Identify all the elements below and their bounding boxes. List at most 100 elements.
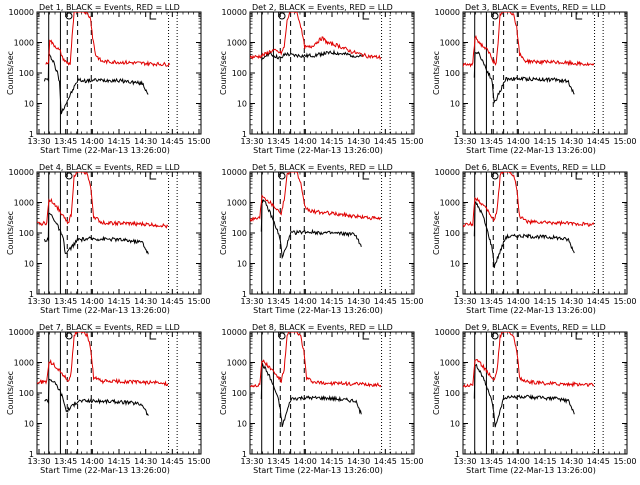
- y-axis-label: Counts/sec: [6, 211, 15, 255]
- lld-series-line: [463, 12, 595, 68]
- det-panel-5: Det 5, BLACK = Events, RED = LLD 1 10 100 10…: [219, 163, 424, 315]
- x-tick-label: 14:30: [347, 137, 370, 146]
- x-tick-label: 13:45: [480, 137, 503, 146]
- x-tick-label: 13:30: [453, 137, 476, 146]
- y-tick-label: 10: [24, 260, 34, 269]
- plot-area: [250, 172, 391, 294]
- y-tick-label: 1: [29, 130, 34, 139]
- x-tick-label: 13:30: [27, 457, 50, 466]
- x-tick-label: 13:30: [240, 457, 263, 466]
- bracket-marker: [149, 172, 157, 180]
- x-tick-label: 14:15: [320, 297, 343, 306]
- det-panel-2: Det 2, BLACK = Events, RED = LLD 1 10 100 10…: [219, 3, 424, 155]
- peak-circle-marker: [65, 172, 73, 180]
- y-tick-label: 1000: [440, 39, 460, 48]
- x-axis-label: Start Time (22-Mar-13 13:26:00): [253, 466, 383, 475]
- y-axis-label: Counts/sec: [219, 371, 228, 415]
- x-tick-label: 13:45: [54, 297, 77, 306]
- x-axis-label: Start Time (22-Mar-13 13:26:00): [40, 306, 170, 315]
- y-tick-label: 1000: [440, 199, 460, 208]
- x-tick-label: 13:45: [480, 297, 503, 306]
- x-tick-label: 14:30: [560, 457, 583, 466]
- peak-circle-marker: [278, 12, 286, 20]
- x-tick-label: 14:45: [374, 457, 397, 466]
- x-tick-label: 14:15: [107, 137, 130, 146]
- x-axis-label: Start Time (22-Mar-13 13:26:00): [253, 146, 383, 155]
- x-tick-label: 13:30: [27, 297, 50, 306]
- x-tick-label: 14:15: [320, 137, 343, 146]
- x-tick-label: 14:45: [161, 457, 184, 466]
- plot-frame: [249, 11, 415, 135]
- y-axis-label: Counts/sec: [219, 211, 228, 255]
- y-tick-label: 1: [29, 290, 34, 299]
- peak-circle-marker: [65, 332, 73, 340]
- bracket-marker: [149, 332, 157, 340]
- events-series-line: [260, 199, 362, 260]
- x-tick-label: 14:15: [107, 457, 130, 466]
- y-tick-label: 10000: [222, 168, 247, 177]
- y-tick-label: 10: [450, 260, 460, 269]
- x-tick-label: 14:00: [294, 137, 317, 146]
- x-tick-label: 14:15: [320, 457, 343, 466]
- plot-area: [463, 172, 604, 294]
- y-tick-label: 10: [237, 100, 247, 109]
- x-tick-label: 13:45: [267, 457, 290, 466]
- y-tick-label: 10000: [9, 328, 34, 337]
- y-tick-label: 10: [450, 420, 460, 429]
- y-tick-label: 1: [242, 290, 247, 299]
- x-tick-label: 14:00: [81, 137, 104, 146]
- peak-circle-marker: [278, 332, 286, 340]
- x-tick-label: 15:00: [187, 457, 210, 466]
- y-axis-label: Counts/sec: [219, 51, 228, 95]
- plot-area: [37, 172, 178, 294]
- x-tick-label: 13:45: [267, 137, 290, 146]
- x-tick-label: 14:00: [294, 297, 317, 306]
- panel-title: Det 1, BLACK = Events, RED = LLD: [39, 3, 180, 12]
- x-tick-label: 14:15: [533, 297, 556, 306]
- plot-area: [37, 332, 178, 454]
- det-panel-4: Det 4, BLACK = Events, RED = LLD 1 10 100 10…: [6, 163, 211, 315]
- peak-circle-marker: [491, 12, 499, 20]
- x-tick-label: 14:45: [161, 137, 184, 146]
- bracket-marker: [575, 332, 583, 340]
- plot-area: [463, 332, 604, 454]
- x-tick-label: 14:30: [347, 457, 370, 466]
- y-tick-label: 1: [242, 450, 247, 459]
- y-axis-label: Counts/sec: [6, 51, 15, 95]
- x-tick-label: 14:15: [533, 457, 556, 466]
- det-panel-3: Det 3, BLACK = Events, RED = LLD 1 10 100 10…: [432, 3, 637, 155]
- lld-series-line: [250, 332, 382, 388]
- y-tick-label: 100: [232, 69, 247, 78]
- y-tick-label: 1: [29, 450, 34, 459]
- events-series-line: [473, 51, 575, 104]
- y-tick-label: 100: [19, 229, 34, 238]
- lld-series-line: [37, 332, 169, 387]
- panel-title: Det 6, BLACK = Events, RED = LLD: [465, 163, 606, 172]
- y-tick-label: 100: [232, 229, 247, 238]
- det-panel-8: Det 8, BLACK = Events, RED = LLD 1 10 100 10…: [219, 323, 424, 475]
- x-axis-label: Start Time (22-Mar-13 13:26:00): [40, 466, 170, 475]
- x-tick-label: 13:30: [27, 137, 50, 146]
- x-tick-label: 13:30: [453, 457, 476, 466]
- y-tick-label: 100: [19, 69, 34, 78]
- x-axis-label: Start Time (22-Mar-13 13:26:00): [466, 146, 596, 155]
- x-tick-label: 15:00: [613, 457, 636, 466]
- det-panel-6: Det 6, BLACK = Events, RED = LLD 1 10 100 10…: [432, 163, 637, 315]
- panel-title: Det 8, BLACK = Events, RED = LLD: [252, 323, 393, 332]
- events-series-line: [43, 53, 149, 115]
- x-tick-label: 15:00: [400, 297, 423, 306]
- peak-circle-marker: [278, 172, 286, 180]
- panel-title: Det 2, BLACK = Events, RED = LLD: [252, 3, 393, 12]
- x-tick-label: 14:15: [107, 297, 130, 306]
- plot-frame: [36, 331, 202, 455]
- x-tick-label: 15:00: [613, 137, 636, 146]
- y-tick-label: 1: [455, 130, 460, 139]
- x-tick-label: 14:45: [587, 457, 610, 466]
- x-tick-label: 14:00: [507, 137, 530, 146]
- events-series-line: [473, 201, 575, 269]
- det-panel-7: Det 7, BLACK = Events, RED = LLD 1 10 100 10…: [6, 323, 211, 475]
- plot-frame: [462, 331, 628, 455]
- y-tick-label: 100: [445, 229, 460, 238]
- y-tick-label: 10: [24, 420, 34, 429]
